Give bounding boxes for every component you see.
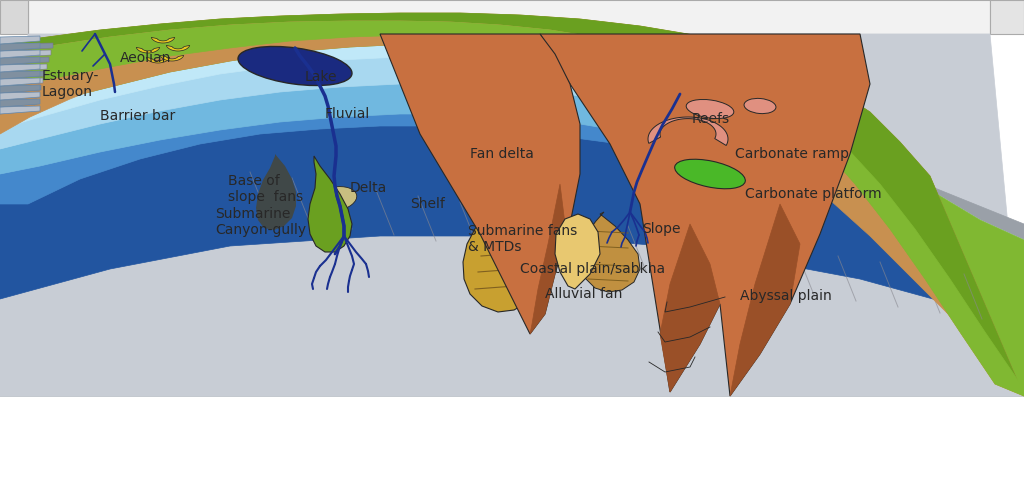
Polygon shape — [136, 47, 160, 53]
Ellipse shape — [238, 46, 352, 86]
Ellipse shape — [686, 100, 734, 119]
Polygon shape — [256, 154, 296, 230]
Polygon shape — [0, 85, 40, 93]
Polygon shape — [0, 64, 47, 72]
Text: Fluvial: Fluvial — [325, 107, 371, 121]
Ellipse shape — [313, 186, 356, 212]
Polygon shape — [555, 214, 600, 289]
Text: Reefs: Reefs — [692, 112, 730, 126]
Polygon shape — [380, 34, 580, 334]
Polygon shape — [160, 55, 183, 61]
Polygon shape — [0, 78, 40, 86]
Polygon shape — [0, 159, 1024, 396]
Polygon shape — [152, 37, 175, 43]
Polygon shape — [463, 184, 542, 312]
Text: Fan delta: Fan delta — [470, 147, 534, 161]
Polygon shape — [166, 45, 189, 51]
Polygon shape — [28, 0, 990, 34]
Text: Estuary-
Lagoon: Estuary- Lagoon — [42, 69, 99, 99]
Polygon shape — [0, 36, 40, 44]
Polygon shape — [0, 21, 1024, 396]
Polygon shape — [0, 43, 53, 51]
Polygon shape — [0, 92, 40, 100]
Polygon shape — [0, 92, 39, 100]
Polygon shape — [0, 78, 43, 86]
Polygon shape — [0, 106, 40, 114]
Polygon shape — [0, 106, 1024, 396]
Polygon shape — [580, 212, 640, 292]
Ellipse shape — [744, 98, 776, 114]
Polygon shape — [0, 34, 1024, 396]
Polygon shape — [730, 204, 800, 396]
Text: Abyssal plain: Abyssal plain — [740, 289, 831, 303]
Text: Delta: Delta — [350, 181, 387, 195]
Polygon shape — [0, 43, 40, 51]
Polygon shape — [0, 43, 1024, 396]
Polygon shape — [660, 224, 720, 392]
Polygon shape — [0, 126, 1024, 324]
Text: Lake: Lake — [305, 70, 338, 84]
Polygon shape — [0, 13, 1024, 396]
Text: Aeolian: Aeolian — [120, 51, 171, 65]
Text: Alluvial fan: Alluvial fan — [545, 287, 623, 301]
Polygon shape — [0, 57, 1024, 266]
Polygon shape — [0, 71, 45, 79]
Polygon shape — [0, 64, 40, 72]
Polygon shape — [0, 114, 1024, 294]
Polygon shape — [0, 99, 40, 107]
Ellipse shape — [675, 159, 745, 189]
Polygon shape — [0, 236, 1024, 396]
Polygon shape — [0, 106, 35, 114]
Text: Coastal plain/sabkha: Coastal plain/sabkha — [520, 262, 666, 276]
Polygon shape — [0, 50, 40, 58]
Polygon shape — [0, 13, 1024, 396]
Polygon shape — [0, 43, 1024, 254]
Text: Submarine fans
& MTDs: Submarine fans & MTDs — [468, 224, 578, 254]
Polygon shape — [0, 85, 41, 93]
Text: Barrier bar: Barrier bar — [100, 109, 175, 123]
Polygon shape — [0, 0, 28, 34]
Polygon shape — [990, 0, 1024, 34]
Polygon shape — [530, 184, 565, 334]
Polygon shape — [648, 117, 728, 146]
Polygon shape — [540, 34, 870, 396]
Polygon shape — [0, 57, 49, 65]
Text: Base of
slope  fans: Base of slope fans — [228, 174, 303, 204]
Polygon shape — [0, 21, 1024, 396]
Polygon shape — [0, 84, 1024, 279]
Polygon shape — [0, 57, 40, 65]
Polygon shape — [308, 156, 352, 252]
Text: Carbonate platform: Carbonate platform — [745, 187, 882, 201]
Polygon shape — [0, 71, 40, 79]
Polygon shape — [0, 99, 37, 107]
Text: Submarine
Canyon-gully: Submarine Canyon-gully — [215, 207, 306, 237]
Polygon shape — [146, 58, 170, 63]
Text: Slope: Slope — [642, 222, 681, 236]
Text: Carbonate ramp: Carbonate ramp — [735, 147, 849, 161]
Text: Shelf: Shelf — [410, 197, 444, 211]
Polygon shape — [0, 50, 51, 58]
